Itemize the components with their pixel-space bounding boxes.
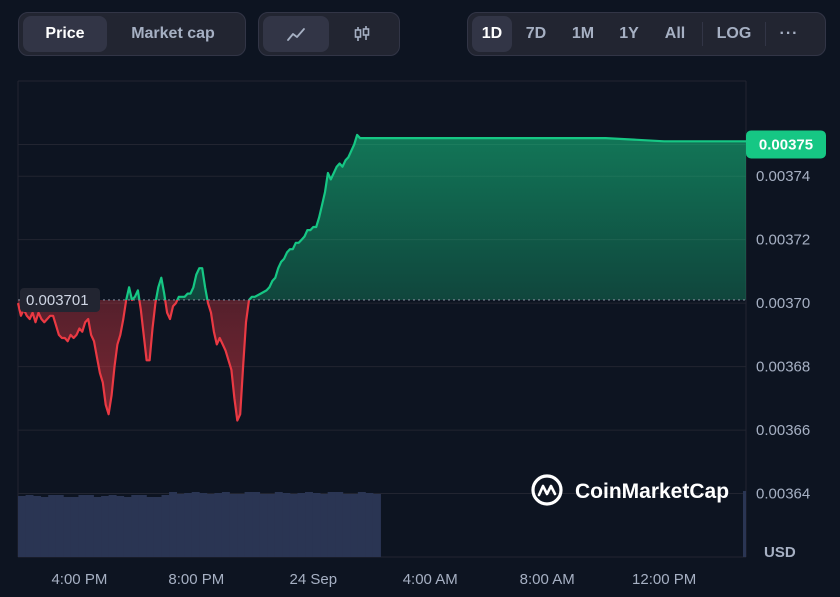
more-divider xyxy=(765,22,766,46)
range-toggle: 1D 7D 1M 1Y All LOG ··· xyxy=(467,12,826,56)
volume-bar xyxy=(289,494,298,557)
volume-bar xyxy=(123,497,132,557)
price-line-up xyxy=(125,133,746,300)
volume-bar xyxy=(78,495,87,557)
volume-bar xyxy=(335,492,344,557)
volume-bar xyxy=(357,492,366,557)
y-tick-label: 0.00370 xyxy=(756,295,810,312)
candlestick-icon xyxy=(354,26,370,41)
more-options-button[interactable]: ··· xyxy=(779,25,799,42)
range-1m[interactable]: 1M xyxy=(571,25,595,42)
y-tick-label: 0.00364 xyxy=(756,486,810,503)
coinmarketcap-watermark: CoinMarketCap xyxy=(531,474,729,506)
price-area-up xyxy=(126,134,746,300)
currency-label: USD xyxy=(764,544,796,561)
line-chart-icon xyxy=(287,28,305,41)
chart-type-toggle xyxy=(258,12,400,56)
volume-bar xyxy=(221,492,230,557)
volume-bar xyxy=(176,494,185,557)
range-1y[interactable]: 1Y xyxy=(619,25,639,42)
watermark-text: CoinMarketCap xyxy=(575,480,729,503)
range-divider xyxy=(702,22,703,46)
volume-bar xyxy=(93,497,102,557)
price-marketcap-toggle: Price Market cap xyxy=(18,12,246,56)
x-tick-label: 8:00 AM xyxy=(520,571,575,588)
volume-bar xyxy=(169,492,178,557)
volume-bar xyxy=(350,494,359,557)
coinmarketcap-logo-icon xyxy=(531,474,563,506)
x-tick-label: 8:00 PM xyxy=(168,571,224,588)
volume-bar xyxy=(252,492,261,557)
y-tick-label: 0.00374 xyxy=(756,168,810,185)
volume-bar xyxy=(305,492,313,557)
x-tick-label: 12:00 PM xyxy=(632,571,696,588)
volume-bar xyxy=(259,494,268,557)
volume-bar xyxy=(244,492,253,557)
x-tick-label: 4:00 AM xyxy=(403,571,458,588)
volume-bar xyxy=(237,494,245,557)
price-area-down xyxy=(18,299,746,421)
volume-bar xyxy=(743,491,746,557)
volume-bar xyxy=(40,497,49,557)
reference-price-label: 0.003701 xyxy=(26,292,89,309)
tab-price[interactable]: Price xyxy=(23,16,107,52)
volume-bar xyxy=(199,493,208,557)
range-all[interactable]: All xyxy=(664,25,686,42)
volume-bar xyxy=(267,494,276,557)
volume-bar xyxy=(191,492,200,557)
volume-bar xyxy=(48,495,57,557)
volume-bar xyxy=(274,492,283,557)
candlestick-button[interactable] xyxy=(329,16,395,52)
range-1d[interactable]: 1D xyxy=(472,16,512,52)
y-tick-label: 0.00368 xyxy=(756,359,810,376)
volume-bar xyxy=(229,494,238,557)
volume-bar xyxy=(161,495,170,557)
volume-bar xyxy=(297,493,306,557)
volume-bar xyxy=(138,495,147,557)
reference-price-tag: 0.003701 xyxy=(20,287,100,312)
volume-bar xyxy=(365,493,374,557)
volume-bar xyxy=(372,494,381,557)
volume-bar xyxy=(214,493,223,557)
y-tick-label: 0.00372 xyxy=(756,232,810,249)
volume-bar xyxy=(146,497,155,557)
volume-bar xyxy=(131,495,140,557)
volume-bar xyxy=(184,493,193,557)
volume-bar xyxy=(282,493,291,557)
price-line-down xyxy=(16,299,251,422)
current-price-label: 0.00375 xyxy=(759,136,813,153)
volume-bar xyxy=(206,494,215,557)
volume-bar xyxy=(63,497,72,557)
y-tick-label: 0.00366 xyxy=(756,422,810,439)
volume-bar xyxy=(18,496,26,557)
volume-bar xyxy=(70,497,79,557)
current-price-badge: 0.00375 xyxy=(746,130,826,159)
volume-bar xyxy=(327,492,336,557)
range-7d[interactable]: 7D xyxy=(525,25,547,42)
volume-bar xyxy=(320,494,329,557)
x-tick-label: 24 Sep xyxy=(290,571,338,588)
volume-bar xyxy=(312,493,321,557)
volume-bar xyxy=(153,497,162,557)
volume-bar xyxy=(101,496,110,557)
volume-bar xyxy=(25,495,34,557)
volume-bar xyxy=(108,495,117,557)
x-tick-label: 4:00 PM xyxy=(51,571,107,588)
volume-bar xyxy=(33,496,42,557)
tab-market-cap[interactable]: Market cap xyxy=(131,25,215,42)
volume-bar xyxy=(116,496,125,557)
volume-bar xyxy=(55,495,64,557)
log-scale-button[interactable]: LOG xyxy=(716,25,752,42)
volume-bar xyxy=(342,494,351,557)
volume-bar xyxy=(85,495,94,557)
line-chart-button[interactable] xyxy=(263,16,329,52)
